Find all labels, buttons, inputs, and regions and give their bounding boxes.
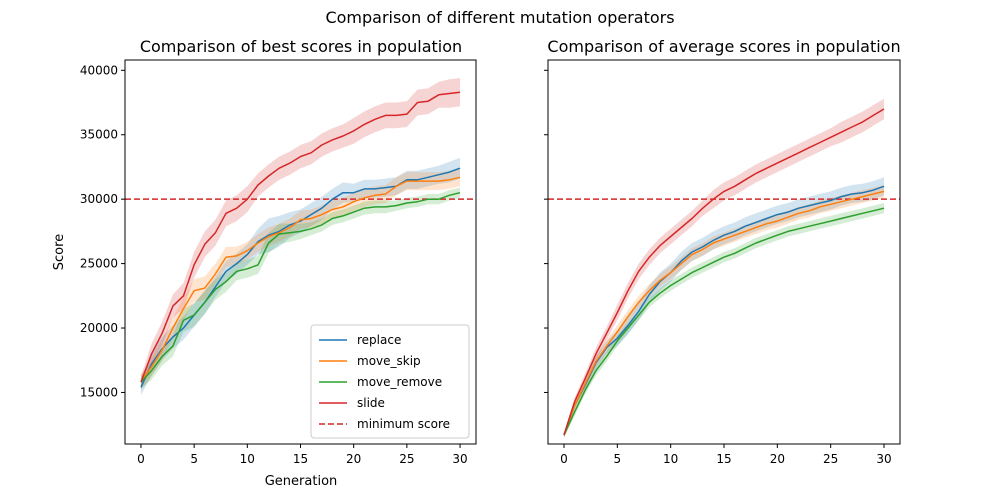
chart-title: Comparison of best scores in population — [140, 37, 462, 56]
confidence-band-slide — [141, 78, 460, 389]
x-tick-label: 20 — [346, 452, 361, 466]
x-tick-label: 10 — [663, 452, 678, 466]
x-tick-label: 5 — [614, 452, 622, 466]
series-line-move_skip — [140, 176, 461, 383]
x-tick-label: 0 — [137, 452, 145, 466]
series-line-replace — [563, 185, 885, 436]
chart-best-scores: Comparison of best scores in population … — [52, 37, 477, 489]
x-tick-label: 30 — [876, 452, 891, 466]
x-tick-label: 15 — [293, 452, 308, 466]
chart-title: Comparison of average scores in populati… — [547, 37, 900, 56]
x-tick-label: 10 — [240, 452, 255, 466]
confidence-band-replace — [564, 177, 884, 438]
chart-average-scores: Comparison of average scores in populati… — [544, 37, 901, 466]
y-tick-label: 30000 — [80, 192, 118, 206]
y-tick-label: 40000 — [80, 63, 118, 77]
x-tick-label: 25 — [823, 452, 838, 466]
x-tick-label: 25 — [399, 452, 414, 466]
y-tick-label: 25000 — [80, 257, 118, 271]
y-tick-label: 15000 — [80, 385, 118, 399]
x-tick-label: 5 — [190, 452, 198, 466]
legend-label: move_skip — [357, 354, 421, 368]
x-tick-label: 15 — [716, 452, 731, 466]
legend-label: slide — [357, 396, 385, 410]
legend-label: move_remove — [357, 375, 442, 389]
plot-frame — [124, 59, 477, 445]
x-axis-label: Generation — [265, 474, 338, 489]
legend-label: replace — [357, 333, 401, 347]
legend-label: minimum score — [357, 417, 450, 431]
x-tick-label: 30 — [452, 452, 467, 466]
series-line-slide — [563, 108, 885, 436]
y-axis-label: Score — [52, 234, 67, 270]
series-line-move_remove — [563, 207, 885, 436]
figure-suptitle: Comparison of different mutation operato… — [325, 8, 674, 27]
x-tick-label: 20 — [770, 452, 785, 466]
plot-frame — [547, 59, 901, 445]
series-line-move_skip — [563, 190, 885, 436]
y-tick-label: 35000 — [80, 128, 118, 142]
confidence-band-move_remove — [141, 187, 460, 389]
confidence-band-move_skip — [141, 168, 460, 390]
y-tick-label: 20000 — [80, 321, 118, 335]
confidence-band-slide — [564, 98, 884, 438]
series-line-move_remove — [140, 191, 461, 383]
series-line-slide — [140, 91, 461, 383]
legend-box — [310, 324, 470, 439]
x-tick-label: 0 — [560, 452, 568, 466]
